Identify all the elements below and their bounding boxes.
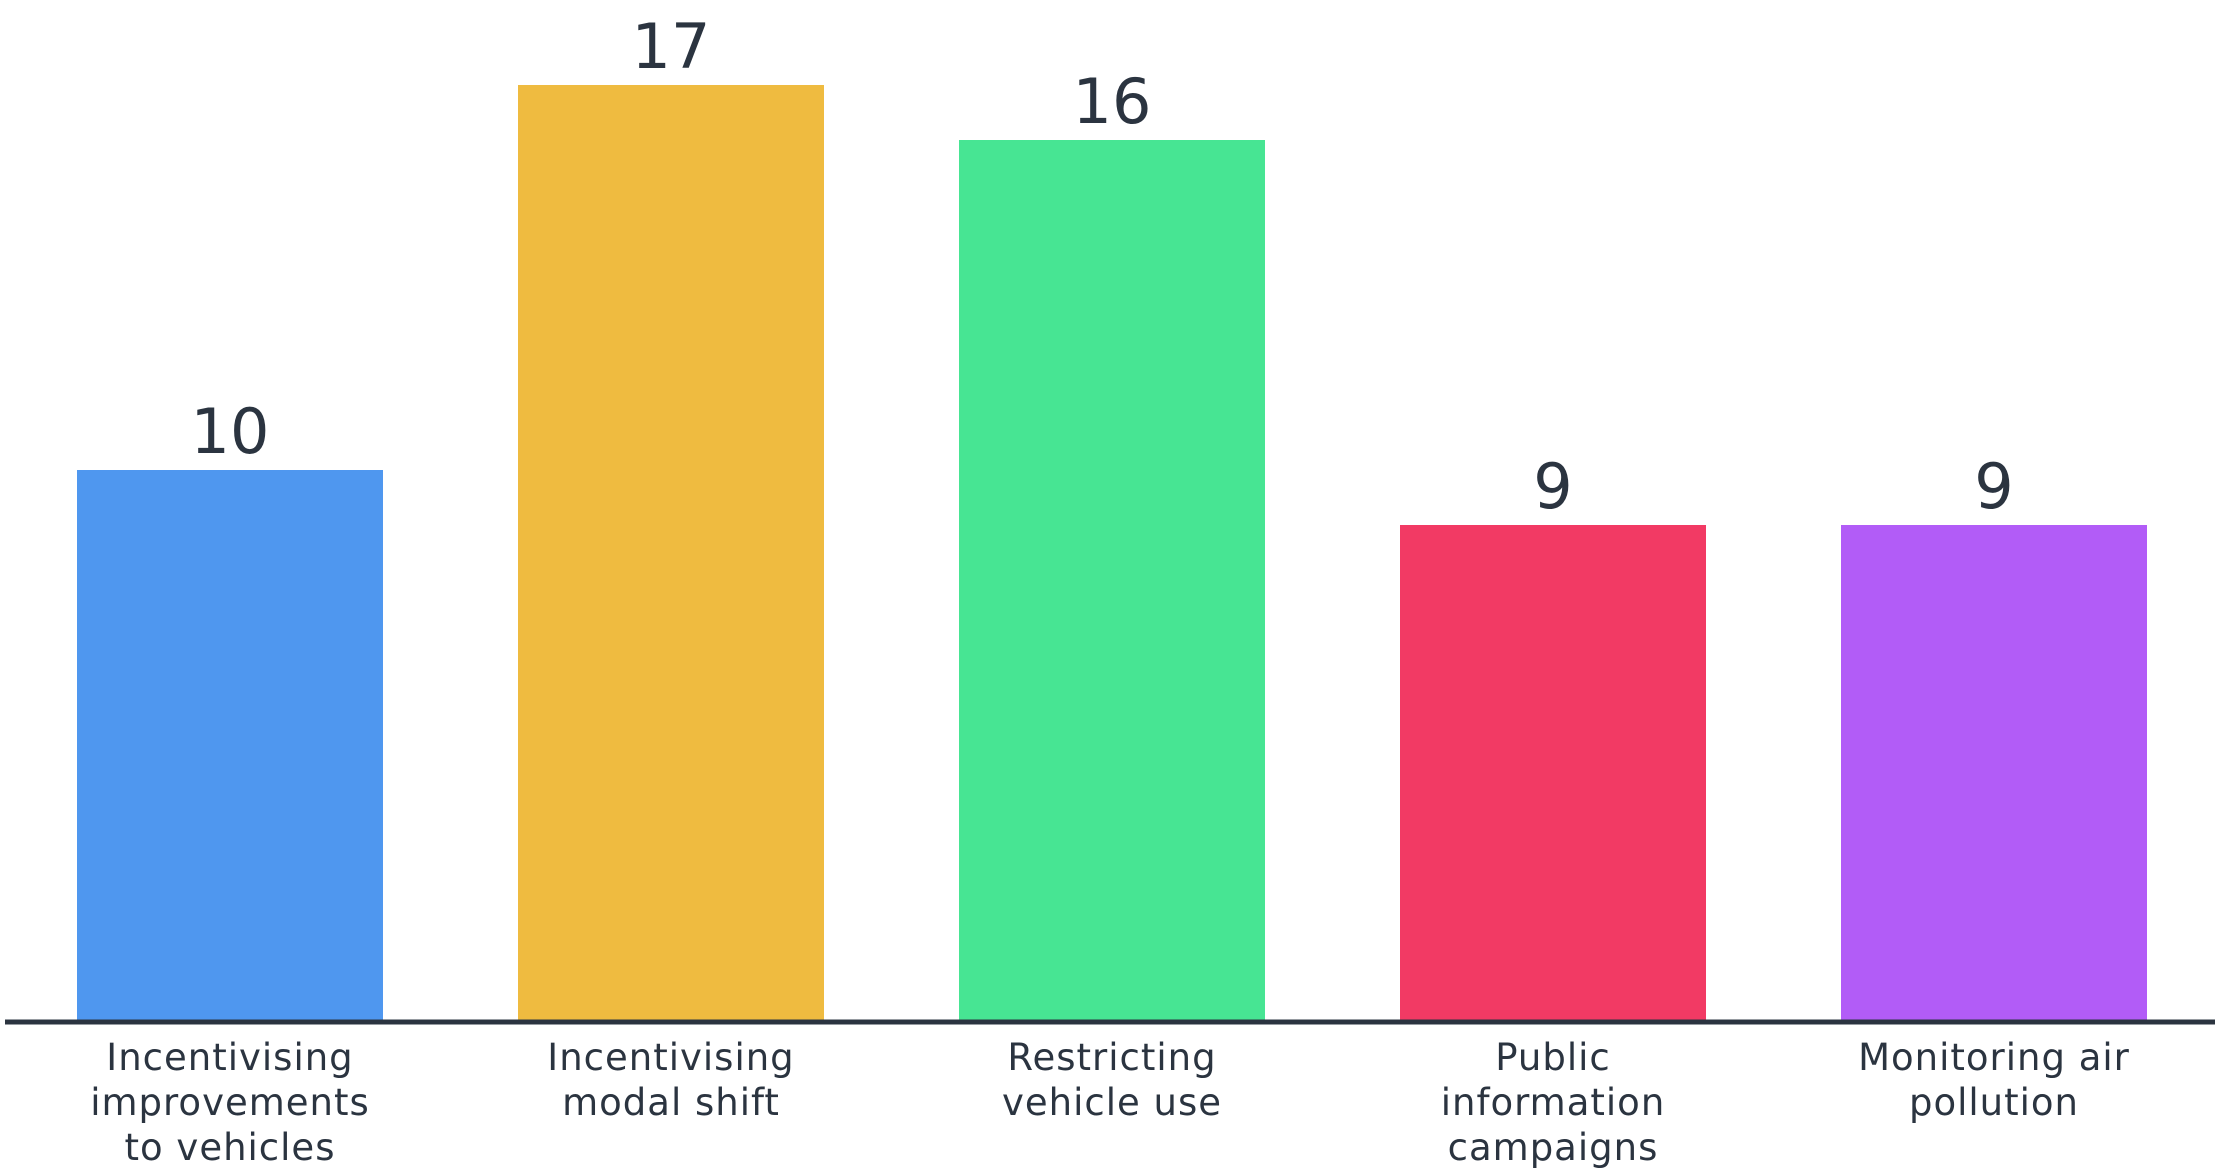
bar-4 — [1400, 525, 1706, 1020]
bar-3 — [959, 140, 1265, 1020]
category-labels-group: Incentivising improvements to vehiclesInce… — [90, 1036, 2130, 1169]
category-label-line: pollution — [1909, 1081, 2079, 1124]
category-label-3: Restricting vehicle use — [1002, 1036, 1222, 1124]
category-label-line: to vehicles — [125, 1126, 336, 1169]
category-label-line: vehicle use — [1002, 1081, 1222, 1124]
bar-1 — [77, 470, 383, 1020]
category-label-line: Incentivising — [106, 1036, 353, 1079]
category-label-4: Public information campaigns — [1441, 1036, 1666, 1169]
bar-2 — [518, 85, 824, 1020]
category-label-line: modal shift — [562, 1081, 780, 1124]
value-label-1: 10 — [191, 395, 270, 468]
bar-5 — [1841, 525, 2147, 1020]
category-label-line: campaigns — [1448, 1126, 1659, 1169]
value-label-5: 9 — [1974, 450, 2013, 523]
category-label-line: Monitoring air — [1858, 1036, 2130, 1079]
category-label-line: Incentivising — [547, 1036, 794, 1079]
category-label-5: Monitoring air pollution — [1858, 1036, 2130, 1124]
category-label-line: Restricting — [1007, 1036, 1216, 1079]
category-label-1: Incentivising improvements to vehicles — [90, 1036, 370, 1169]
bars-group — [77, 85, 2147, 1020]
value-label-2: 17 — [632, 10, 711, 83]
value-labels-group: 10 17 16 9 9 — [191, 10, 2014, 523]
value-label-3: 16 — [1073, 65, 1152, 138]
category-label-line: improvements — [90, 1081, 370, 1124]
category-label-line: information — [1441, 1081, 1666, 1124]
category-label-2: Incentivising modal shift — [547, 1036, 794, 1124]
category-label-line: Public — [1495, 1036, 1611, 1079]
value-label-4: 9 — [1533, 450, 1572, 523]
